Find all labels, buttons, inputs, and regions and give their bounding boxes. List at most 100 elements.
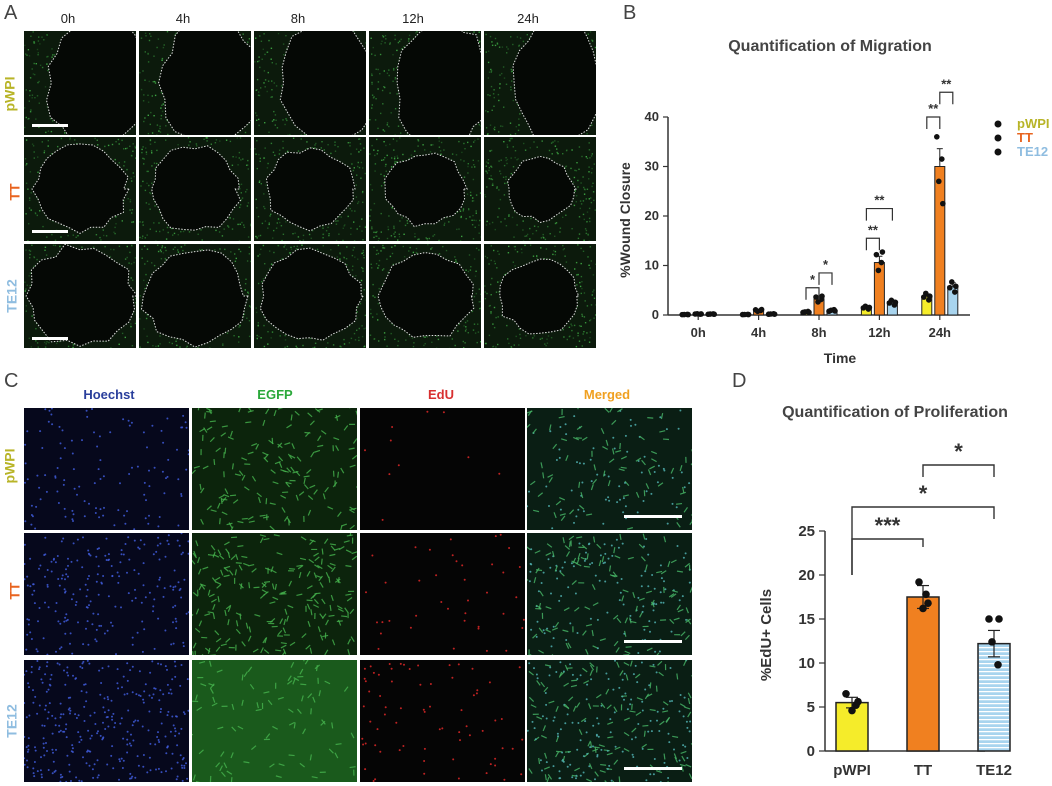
scale-bar [624,767,682,770]
legend-label: pWPI [1017,116,1050,131]
panel-c-col-hoechst: Hoechst [83,387,135,402]
wound-image [369,137,481,241]
proliferation-y-axis-label: %EdU+ Cells [758,589,775,681]
panel-c-letter: C [4,370,19,392]
significance-label: * [823,257,829,272]
proliferation-x-tick-label: TT [914,762,932,779]
migration-data-point [767,311,774,317]
significance-label: * [919,481,928,506]
migration-data-point [813,294,819,300]
migration-chart: Quantification of Migration %Wound Closu… [617,38,1050,366]
panel-a-row-te12: TE12 [3,279,20,313]
migration-x-tick-label: 4h [751,325,766,340]
migration-data-point [707,311,713,317]
wound-image [369,31,481,135]
proliferation-data-point [915,578,923,586]
panel-c-row-tt: TT [6,582,23,600]
panel-a-col-8h: 8h [290,11,306,26]
wound-image [24,244,136,348]
scale-bar [624,515,682,518]
migration-data-point [934,134,940,140]
proliferation-image [24,660,189,782]
proliferation-data-point [994,660,1002,669]
proliferation-data-point [924,599,932,607]
proliferation-data-point [995,615,1003,623]
migration-data-point [953,283,959,290]
panel-c-col-edu: EdU [428,387,454,402]
legend-marker [994,134,1002,142]
legend-marker [994,120,1002,128]
migration-x-axis-label: Time [824,350,857,366]
migration-data-point [936,178,942,185]
wound-image [484,31,596,135]
proliferation-x-tick-label: pWPI [833,762,871,779]
proliferation-y-tick-label: 15 [798,611,815,628]
panel-a-col-0h: 0h [60,11,76,26]
wound-image [139,137,251,241]
panel-a-row-pwpi: pWPI [1,76,18,112]
panel-c-col-egfp: EGFP [257,387,293,402]
significance-label: ** [928,101,939,116]
migration-data-point [698,311,704,317]
migration-data-point [923,290,929,297]
proliferation-image [360,533,525,655]
migration-data-point [745,311,752,318]
wound-image [254,31,366,135]
migration-bar [934,166,946,316]
proliferation-chart-title: Quantification of Proliferation [782,404,1008,421]
migration-data-point [878,259,885,266]
migration-data-point [875,267,882,274]
migration-data-point [939,156,945,162]
significance-bracket [926,116,941,129]
proliferation-y-tick-label: 10 [798,655,815,672]
migration-data-point [927,293,933,299]
legend-marker [994,148,1002,156]
proliferation-image [192,660,357,782]
migration-data-point [681,311,687,318]
migration-data-point [806,309,812,316]
migration-data-point [758,306,765,313]
proliferation-data-point [919,604,927,613]
proliferation-y-tick-label: 25 [798,523,815,540]
significance-label: *** [875,513,901,538]
proliferation-data-point [842,690,850,698]
proliferation-image [192,533,357,655]
significance-label: ** [874,193,885,208]
proliferation-image [527,533,692,655]
significance-label: ** [868,222,879,237]
migration-data-point [711,311,717,318]
panel-a-row-tt: TT [6,183,23,201]
proliferation-bar [906,596,940,752]
proliferation-image [527,660,692,782]
migration-y-tick-label: 20 [645,208,659,223]
proliferation-x-tick-label: TE12 [976,762,1012,779]
proliferation-y-tick-label: 5 [807,699,815,716]
wound-image [24,137,136,241]
migration-y-tick-label: 30 [645,159,659,174]
wound-image [369,244,481,348]
panel-a-col-4h: 4h [175,11,191,26]
significance-bracket [922,464,995,477]
migration-y-tick-label: 40 [645,109,659,124]
significance-label: ** [941,76,952,91]
migration-data-point [949,279,955,285]
legend-label: TE12 [1017,144,1048,159]
migration-data-point [866,304,873,311]
migration-chart-title: Quantification of Migration [728,38,932,55]
significance-bracket [851,506,995,575]
legend-label: TT [1017,130,1033,145]
migration-data-point [952,289,958,295]
migration-data-point [832,308,838,314]
proliferation-y-tick-label: 0 [807,743,815,760]
scale-bar [32,124,68,127]
wound-image [484,137,596,241]
proliferation-image [24,408,189,530]
migration-data-point [741,311,748,318]
migration-data-point [947,284,953,291]
wound-image [139,244,251,348]
migration-data-point [694,311,700,317]
wound-image [254,137,366,241]
migration-x-tick-label: 12h [868,325,890,340]
